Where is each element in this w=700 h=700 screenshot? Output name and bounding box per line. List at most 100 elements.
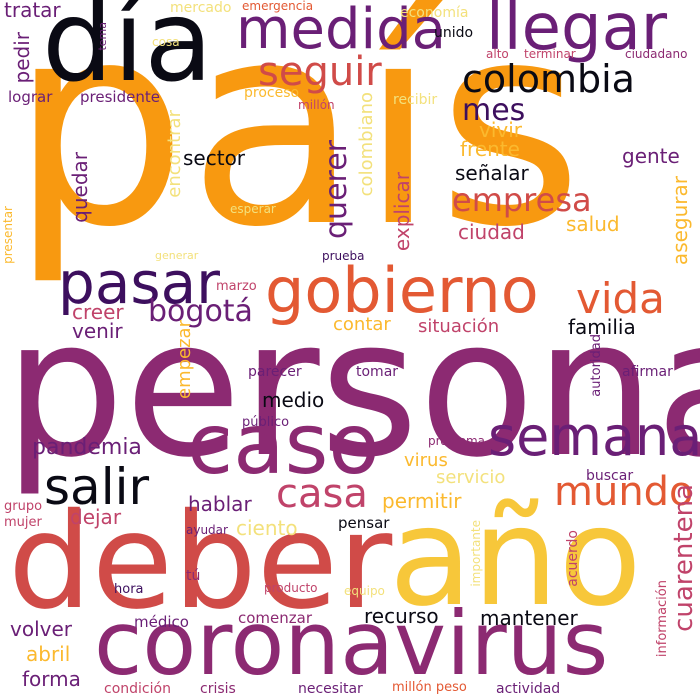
word-servicio: servicio — [436, 467, 506, 488]
word-mercado: mercado — [170, 0, 232, 16]
word-recurso: recurso — [364, 604, 439, 628]
word-millon: millón — [298, 98, 335, 112]
word-virus: virus — [404, 450, 448, 471]
word-marzo: marzo — [216, 279, 257, 294]
word-tema: tema — [96, 22, 109, 51]
word-empresa: empresa — [452, 181, 592, 219]
word-vivir: vivir — [479, 118, 523, 142]
word-colombiano: colombiano — [356, 92, 377, 197]
word-sector: sector — [183, 146, 246, 170]
word-contar: contar — [333, 314, 391, 335]
word-hora: hora — [114, 582, 144, 597]
word-tomar: tomar — [356, 364, 399, 380]
word-informacion: información — [655, 580, 670, 658]
word-parecer: parecer — [248, 364, 302, 380]
word-prueba: prueba — [322, 249, 365, 263]
word-venir: venir — [72, 319, 123, 343]
word-tu: tú — [186, 568, 201, 584]
word-casa: casa — [276, 471, 368, 517]
word-grupo: grupo — [4, 499, 43, 514]
word-mes: mes — [462, 93, 526, 128]
word-ayudar: ayudar — [186, 523, 228, 537]
word-autoridad: autoridad — [589, 334, 604, 397]
word-presidente: presidente — [80, 88, 160, 106]
word-querer: querer — [319, 140, 354, 239]
word-ciudad: ciudad — [458, 220, 525, 244]
word-publico: público — [242, 415, 290, 430]
word-explicar: explicar — [390, 172, 414, 252]
word-caso: caso — [187, 395, 380, 493]
word-mujer: mujer — [4, 515, 42, 530]
word-lograr: lograr — [8, 88, 53, 106]
word-cuarentena: cuarentena — [669, 484, 699, 632]
word-salud: salud — [566, 212, 620, 236]
word-problema: problema — [428, 434, 486, 448]
word-volver: volver — [10, 617, 72, 641]
word-pandemia: pandemia — [32, 435, 142, 460]
word-importante: importante — [469, 520, 483, 587]
word-empezar: empezar — [174, 320, 195, 399]
word-gobierno: gobierno — [265, 254, 539, 327]
word-mundo: mundo — [554, 469, 694, 515]
word-abril: abril — [26, 642, 71, 666]
word-pedir: pedir — [10, 32, 34, 84]
word-proceso: proceso — [244, 85, 300, 101]
word-persona: persona — [4, 278, 700, 499]
word-deber: deber — [8, 485, 393, 639]
word-necesitar: necesitar — [298, 681, 363, 697]
word-crisis: crisis — [200, 681, 236, 697]
word-salir: salir — [44, 458, 150, 516]
word-emergencia: emergencia — [242, 0, 314, 13]
word-asegurar: asegurar — [668, 176, 692, 266]
word-seguir: seguir — [258, 49, 382, 95]
word-senalar: señalar — [455, 161, 529, 185]
word-colombia: colombia — [462, 57, 635, 101]
word-coronavirus: coronavirus — [94, 592, 609, 695]
word-economia: economía — [400, 5, 469, 21]
word-cosa: cosa — [152, 35, 180, 49]
word-unido: unido — [434, 25, 474, 41]
word-familia: familia — [568, 315, 636, 339]
word-ciudadano: ciudadano — [625, 47, 688, 61]
word-condicion: condición — [104, 681, 171, 697]
word-situacion: situación — [418, 316, 500, 337]
word-frente: frente — [460, 137, 520, 161]
word-medida: medida — [236, 0, 446, 62]
word-mantener: mantener — [480, 606, 578, 630]
word-equipo: equipo — [344, 584, 385, 598]
word-ano: año — [389, 479, 642, 637]
word-alto: alto — [486, 47, 509, 61]
word-pasar: pasar — [58, 249, 220, 317]
word-terminar: terminar — [524, 47, 576, 61]
word-medico: médico — [134, 613, 189, 631]
word-ciento: ciento — [236, 516, 298, 540]
word-medio: medio — [262, 388, 325, 412]
word-recibir: recibir — [393, 92, 438, 108]
word-gente: gente — [622, 144, 680, 168]
word-generar: generar — [155, 249, 199, 262]
word-pensar: pensar — [338, 514, 390, 532]
word-llegar: llegar — [486, 0, 668, 65]
word-millon-peso: millón peso — [392, 680, 467, 695]
word-tratar: tratar — [4, 0, 61, 22]
word-presentar: presentar — [1, 206, 15, 264]
word-comenzar: comenzar — [238, 609, 313, 627]
word-semana: semana — [488, 405, 700, 468]
word-permitir: permitir — [382, 489, 462, 513]
word-quedar: quedar — [68, 152, 92, 223]
word-actividad: actividad — [496, 681, 561, 697]
word-pais: país — [10, 0, 583, 289]
word-creer: creer — [72, 300, 124, 324]
word-hablar: hablar — [188, 492, 252, 516]
word-producto: producto — [264, 581, 318, 595]
word-bogota: bogotá — [148, 294, 253, 329]
word-acuerdo: acuerdo — [565, 530, 581, 587]
word-buscar: buscar — [586, 468, 634, 484]
word-encontrar: encontrar — [164, 110, 185, 198]
word-vida: vida — [576, 274, 665, 323]
word-forma: forma — [22, 667, 81, 691]
word-dejar: dejar — [70, 505, 122, 529]
word-esperar: esperar — [230, 202, 276, 216]
word-dia: día — [42, 0, 213, 107]
